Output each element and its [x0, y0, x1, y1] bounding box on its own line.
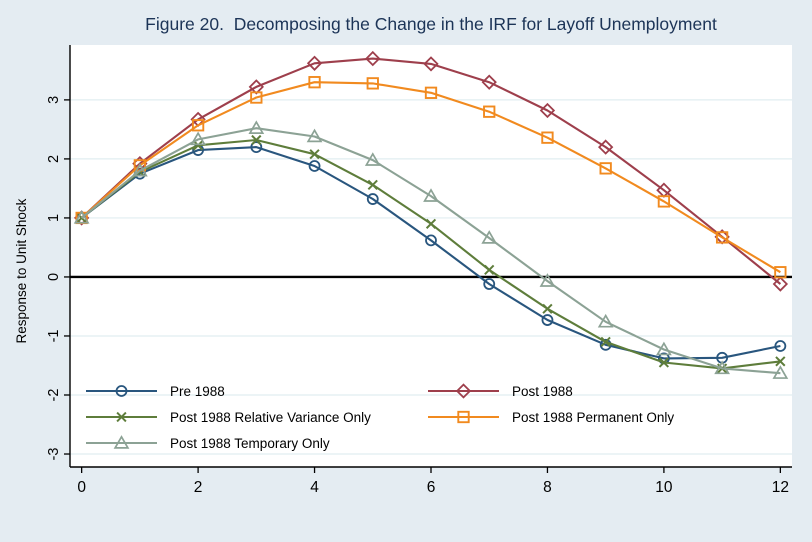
series-line-pre-1988 — [80, 146, 781, 360]
plot-area — [70, 45, 792, 467]
y-tick-label-0: 0 — [46, 273, 62, 281]
triangle-marker — [423, 188, 439, 202]
x-marker — [251, 134, 262, 146]
legend-key-diamond-icon — [428, 383, 499, 399]
triangle-marker — [364, 152, 381, 166]
triangle-marker — [772, 365, 789, 379]
legend-item-post-1988-relative-variance-only: Post 1988 Relative Variance Only — [86, 404, 428, 430]
x-marker — [425, 218, 437, 229]
x-marker — [367, 179, 378, 190]
y-tick-label--3: -3 — [46, 448, 62, 461]
triangle-marker — [481, 230, 498, 244]
diamond-marker — [248, 79, 264, 95]
triangle-marker — [539, 273, 556, 287]
series-line-post-1988-temporary-only — [80, 127, 781, 375]
x-tick-label-0: 0 — [77, 479, 86, 496]
diamond-marker — [306, 55, 323, 71]
triangle-marker — [597, 313, 614, 328]
legend-key-x-icon — [86, 412, 157, 423]
legend-label: Post 1988 Permanent Only — [512, 409, 675, 425]
legend-label: Pre 1988 — [170, 383, 225, 399]
y-tick-label--2: -2 — [46, 389, 62, 402]
series-post-1988-permanent-only — [75, 76, 787, 279]
square-marker — [424, 86, 438, 99]
triangle-marker — [190, 131, 206, 146]
circle-marker — [774, 340, 787, 352]
y-tick-label-3: 3 — [46, 96, 62, 104]
legend: Pre 1988 Post 1988 Post 1988 Relative Vari… — [86, 378, 674, 457]
series-line-post-1988-permanent-only — [80, 81, 781, 274]
triangle-marker — [714, 360, 731, 375]
triangle-marker — [656, 341, 672, 356]
circle-marker — [541, 314, 554, 326]
square-marker — [715, 231, 729, 244]
legend-item-post-1988: Post 1988 — [428, 378, 674, 404]
circle-marker — [599, 338, 612, 351]
series-post-1988-relative-variance-only — [76, 134, 786, 374]
y-tick-label--1: -1 — [46, 330, 62, 343]
square-marker — [308, 76, 321, 89]
x-marker — [484, 264, 495, 275]
x-tick-label-6: 6 — [427, 479, 436, 496]
diamond-marker — [481, 74, 497, 90]
chart-title: Figure 20. Decomposing the Change in the… — [145, 14, 717, 34]
legend-key-square-icon — [428, 411, 499, 424]
circle-marker — [250, 141, 263, 154]
circle-marker — [425, 234, 437, 247]
square-marker — [250, 91, 263, 104]
x-marker — [116, 412, 127, 423]
x-tick-label-10: 10 — [655, 479, 673, 496]
circle-marker — [308, 160, 321, 172]
series-post-1988-temporary-only — [73, 120, 789, 379]
diamond-marker — [365, 50, 381, 67]
x-marker — [658, 357, 670, 368]
square-marker — [657, 195, 671, 208]
diamond-marker — [598, 139, 614, 155]
legend-label: Post 1988 — [512, 383, 573, 399]
square-marker — [483, 105, 496, 118]
triangle-marker — [113, 435, 130, 450]
triangle-marker — [248, 120, 265, 134]
legend-key-triangle-icon — [86, 435, 157, 450]
legend-item-pre-1988: Pre 1988 — [86, 378, 428, 404]
square-marker — [599, 162, 612, 175]
circle-marker — [366, 193, 379, 205]
x-marker — [192, 140, 204, 151]
diamond-marker — [539, 102, 556, 119]
legend-item-post-1988-permanent-only: Post 1988 Permanent Only — [428, 404, 674, 430]
diamond-marker — [455, 383, 472, 399]
square-marker — [191, 119, 205, 132]
y-axis-title: Response to Unit Shock — [14, 198, 29, 343]
x-tick-label-4: 4 — [310, 479, 319, 496]
x-marker — [600, 336, 611, 347]
triangle-marker — [131, 162, 148, 177]
legend-key-circle-icon — [86, 385, 157, 397]
triangle-marker — [73, 210, 90, 224]
x-tick-label-2: 2 — [194, 479, 203, 496]
x-tick-label-8: 8 — [543, 479, 552, 496]
diamond-marker — [772, 276, 789, 292]
legend-label: Post 1988 Relative Variance Only — [170, 409, 371, 425]
legend-item-post-1988-temporary-only: Post 1988 Temporary Only — [86, 430, 428, 456]
y-tick-label-1: 1 — [46, 214, 62, 222]
square-marker — [541, 131, 554, 144]
square-marker — [366, 77, 379, 90]
x-marker — [309, 149, 320, 160]
x-tick-label-12: 12 — [772, 479, 789, 496]
diamond-marker — [423, 56, 439, 72]
circle-marker — [115, 385, 128, 397]
y-tick-label-2: 2 — [46, 155, 62, 163]
square-marker — [457, 411, 470, 424]
triangle-marker — [306, 128, 323, 143]
square-marker — [774, 266, 787, 279]
legend-label: Post 1988 Temporary Only — [170, 435, 330, 451]
x-marker — [542, 303, 553, 314]
circle-marker — [483, 278, 496, 290]
x-marker — [775, 356, 786, 367]
